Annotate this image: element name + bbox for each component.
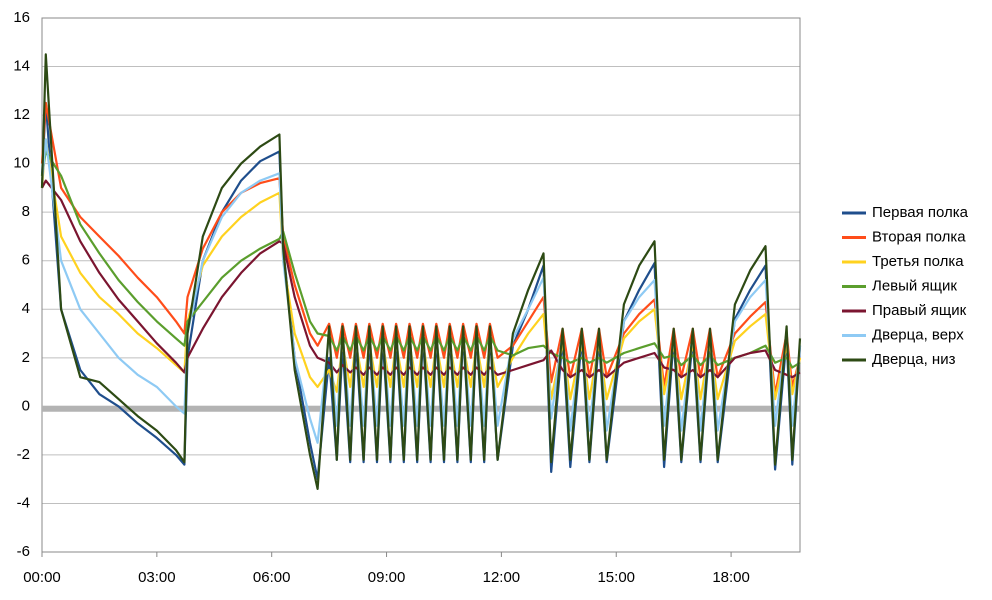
- legend-label: Правый ящик: [872, 302, 967, 319]
- legend-label: Вторая полка: [872, 228, 966, 245]
- x-tick-label: 06:00: [253, 569, 291, 586]
- y-tick-label: -2: [17, 446, 30, 463]
- legend-label: Левый ящик: [872, 277, 957, 294]
- series-line: [40, 53, 802, 490]
- legend-label: Первая полка: [872, 204, 969, 221]
- x-tick-label: 18:00: [712, 569, 750, 586]
- legend-label: Дверца, низ: [872, 351, 956, 368]
- y-tick-label: 10: [13, 155, 30, 172]
- y-tick-label: 8: [22, 203, 30, 220]
- x-tick-label: 03:00: [138, 569, 176, 586]
- x-tick-label: 12:00: [483, 569, 521, 586]
- series-line: [41, 179, 801, 379]
- y-tick-label: 14: [13, 58, 30, 75]
- series-line: [40, 101, 802, 481]
- y-tick-label: 16: [13, 9, 30, 26]
- y-tick-label: -6: [17, 543, 30, 560]
- legend-label: Дверца, верх: [872, 326, 964, 343]
- x-tick-label: 09:00: [368, 569, 406, 586]
- y-tick-label: 12: [13, 106, 30, 123]
- x-tick-label: 15:00: [597, 569, 635, 586]
- x-tick-label: 00:00: [23, 569, 61, 586]
- y-tick-label: -4: [17, 494, 30, 511]
- y-tick-label: 6: [22, 252, 30, 269]
- legend-label: Третья полка: [872, 253, 964, 270]
- y-tick-label: 0: [22, 397, 30, 414]
- y-tick-label: 2: [22, 349, 30, 366]
- y-tick-label: 4: [22, 300, 30, 317]
- plot-border: [41, 17, 801, 553]
